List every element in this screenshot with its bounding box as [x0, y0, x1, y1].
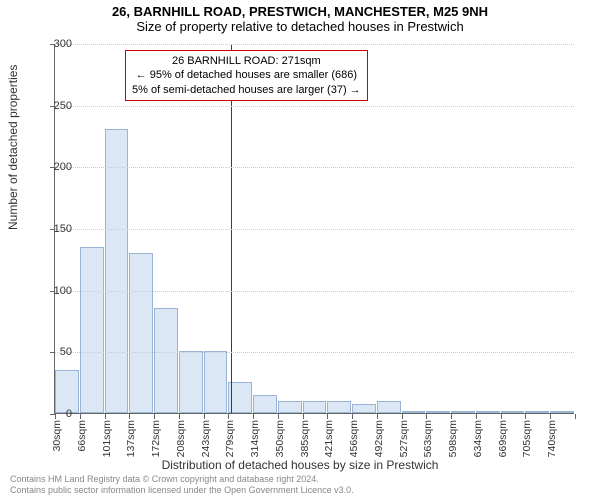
callout-line2: ← 95% of detached houses are smaller (68… — [132, 68, 361, 82]
xtick-label: 705sqm — [521, 420, 533, 457]
xtick-mark — [179, 414, 180, 419]
xtick-mark — [525, 414, 526, 419]
histogram-chart: 26 BARNHILL ROAD: 271sqm ← 95% of detach… — [54, 44, 574, 414]
xtick-label: 598sqm — [447, 420, 459, 457]
xtick-mark — [278, 414, 279, 419]
callout-line3: 5% of semi-detached houses are larger (3… — [132, 83, 361, 97]
ytick-label: 150 — [42, 223, 72, 235]
xtick-mark — [352, 414, 353, 419]
gridline — [55, 352, 574, 353]
xtick-mark — [501, 414, 502, 419]
footer-line2: Contains public sector information licen… — [10, 485, 354, 496]
bar — [80, 247, 104, 414]
ytick-label: 250 — [42, 100, 72, 112]
gridline — [55, 229, 574, 230]
gridline — [55, 44, 574, 45]
xtick-label: 66sqm — [76, 420, 88, 452]
xtick-mark — [402, 414, 403, 419]
xtick-mark — [228, 414, 229, 419]
xtick-label: 527sqm — [398, 420, 410, 457]
footer-line1: Contains HM Land Registry data © Crown c… — [10, 474, 354, 485]
xtick-label: 243sqm — [200, 420, 212, 457]
bar — [105, 129, 129, 413]
xtick-mark — [105, 414, 106, 419]
xtick-label: 137sqm — [125, 420, 137, 457]
bar — [55, 370, 79, 413]
ytick-label: 50 — [42, 346, 72, 358]
bar — [327, 401, 351, 413]
xtick-mark — [575, 414, 576, 419]
xtick-label: 30sqm — [51, 420, 63, 452]
bar — [253, 395, 277, 414]
xtick-mark — [426, 414, 427, 419]
ytick-label: 300 — [42, 38, 72, 50]
xtick-label: 279sqm — [224, 420, 236, 457]
xtick-mark — [476, 414, 477, 419]
xtick-label: 740sqm — [546, 420, 558, 457]
xtick-mark — [204, 414, 205, 419]
bar — [154, 308, 178, 413]
xtick-mark — [550, 414, 551, 419]
xtick-label: 350sqm — [274, 420, 286, 457]
xtick-label: 634sqm — [472, 420, 484, 457]
callout-box: 26 BARNHILL ROAD: 271sqm ← 95% of detach… — [125, 50, 368, 101]
xtick-label: 385sqm — [299, 420, 311, 457]
footer-attribution: Contains HM Land Registry data © Crown c… — [10, 474, 354, 496]
bar — [402, 411, 426, 413]
gridline — [55, 106, 574, 107]
x-axis-label: Distribution of detached houses by size … — [0, 458, 600, 472]
xtick-label: 172sqm — [150, 420, 162, 457]
xtick-mark — [377, 414, 378, 419]
gridline — [55, 167, 574, 168]
bar — [476, 411, 500, 413]
ytick-label: 100 — [42, 285, 72, 297]
xtick-mark — [154, 414, 155, 419]
xtick-mark — [303, 414, 304, 419]
xtick-label: 208sqm — [175, 420, 187, 457]
bar — [550, 411, 574, 413]
bar — [525, 411, 549, 413]
bar — [501, 411, 525, 413]
plot-area: 26 BARNHILL ROAD: 271sqm ← 95% of detach… — [54, 44, 574, 414]
bar — [278, 401, 302, 413]
bar — [377, 401, 401, 413]
xtick-mark — [253, 414, 254, 419]
bar — [426, 411, 450, 413]
xtick-label: 456sqm — [348, 420, 360, 457]
page-title: 26, BARNHILL ROAD, PRESTWICH, MANCHESTER… — [0, 4, 600, 19]
bar — [179, 351, 203, 413]
xtick-label: 101sqm — [101, 420, 113, 457]
xtick-label: 563sqm — [422, 420, 434, 457]
ytick-label: 200 — [42, 161, 72, 173]
bar — [204, 351, 228, 413]
xtick-mark — [80, 414, 81, 419]
xtick-label: 314sqm — [249, 420, 261, 457]
xtick-label: 421sqm — [323, 420, 335, 457]
ytick-label: 0 — [42, 408, 72, 420]
callout-line1: 26 BARNHILL ROAD: 271sqm — [132, 54, 361, 68]
bar — [129, 253, 153, 413]
xtick-label: 492sqm — [373, 420, 385, 457]
xtick-mark — [327, 414, 328, 419]
page-subtitle: Size of property relative to detached ho… — [0, 19, 600, 34]
xtick-mark — [129, 414, 130, 419]
gridline — [55, 291, 574, 292]
bar — [451, 411, 475, 413]
bar — [352, 404, 376, 413]
xtick-label: 669sqm — [497, 420, 509, 457]
bar — [303, 401, 327, 413]
xtick-mark — [451, 414, 452, 419]
y-axis-label: Number of detached properties — [6, 65, 20, 230]
